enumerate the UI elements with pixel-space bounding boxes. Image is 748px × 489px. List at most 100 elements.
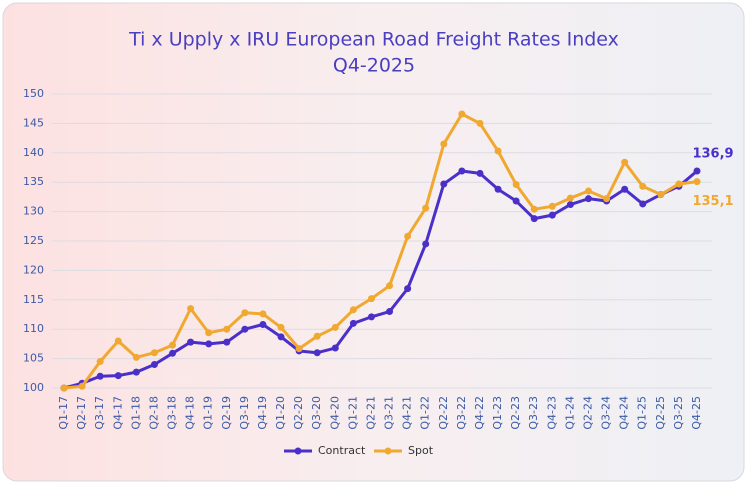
value-label: 135,1 <box>692 194 733 209</box>
data-point <box>331 344 339 352</box>
data-point <box>440 180 448 188</box>
x-tick-label: Q4-18 <box>184 396 197 430</box>
legend-marker <box>384 447 392 455</box>
x-tick-label: Q4-19 <box>256 396 269 430</box>
data-point <box>675 180 683 188</box>
chart-subtitle: Q4-2025 <box>333 55 415 77</box>
y-tick-label: 135 <box>23 175 44 188</box>
data-point <box>78 382 86 390</box>
x-tick-label: Q1-23 <box>491 396 504 430</box>
data-point <box>241 309 249 317</box>
data-point <box>693 167 701 175</box>
data-point <box>313 349 321 357</box>
x-tick-label: Q1-20 <box>274 396 287 430</box>
x-tick-label: Q1-24 <box>563 396 576 430</box>
x-tick-label: Q1-22 <box>419 396 432 430</box>
data-point <box>584 187 592 195</box>
data-point <box>259 320 267 328</box>
chart-title: Ti x Upply x IRU European Road Freight R… <box>128 29 619 51</box>
data-point <box>512 197 520 205</box>
y-tick-label: 105 <box>23 352 44 365</box>
data-point <box>404 285 412 293</box>
x-tick-label: Q2-23 <box>509 396 522 430</box>
data-point <box>349 319 357 327</box>
data-point <box>223 325 231 333</box>
data-point <box>657 191 665 199</box>
x-tick-label: Q3-17 <box>93 396 106 430</box>
data-point <box>150 349 158 357</box>
data-point <box>693 178 701 186</box>
x-tick-label: Q2-19 <box>220 396 233 430</box>
data-point <box>349 306 357 314</box>
x-tick-label: Q3-22 <box>455 396 468 430</box>
legend-marker <box>294 447 302 455</box>
y-tick-label: 100 <box>23 381 44 394</box>
data-point <box>494 185 502 193</box>
data-point <box>132 368 140 376</box>
data-point <box>277 323 285 331</box>
data-point <box>114 337 122 345</box>
x-tick-label: Q1-17 <box>57 396 70 430</box>
data-point <box>187 305 195 313</box>
data-point <box>458 110 466 118</box>
data-point <box>367 313 375 321</box>
data-point <box>205 329 213 337</box>
data-point <box>458 167 466 175</box>
data-point <box>494 147 502 155</box>
data-point <box>476 119 484 127</box>
x-tick-label: Q2-25 <box>654 396 667 430</box>
data-point <box>114 372 122 380</box>
legend-label: Contract <box>318 444 366 457</box>
legend-label: Spot <box>408 444 434 457</box>
y-tick-label: 115 <box>23 293 44 306</box>
x-tick-label: Q4-23 <box>545 396 558 430</box>
data-point <box>548 202 556 210</box>
x-tick-label: Q4-24 <box>618 396 631 430</box>
x-tick-label: Q2-24 <box>581 396 594 430</box>
data-point <box>422 240 430 248</box>
y-tick-label: 110 <box>23 322 44 335</box>
y-tick-label: 140 <box>23 146 44 159</box>
data-point <box>404 232 412 240</box>
data-point <box>277 333 285 341</box>
data-point <box>530 205 538 213</box>
data-point <box>603 195 611 203</box>
data-point <box>512 181 520 189</box>
x-tick-label: Q3-21 <box>383 396 396 430</box>
y-tick-label: 130 <box>23 205 44 218</box>
data-point <box>169 349 177 357</box>
x-tick-label: Q4-25 <box>690 396 703 430</box>
x-tick-label: Q2-20 <box>292 396 305 430</box>
y-tick-label: 125 <box>23 234 44 247</box>
data-point <box>205 340 213 348</box>
data-point <box>621 158 629 166</box>
data-point <box>150 360 158 368</box>
y-tick-label: 145 <box>23 116 44 129</box>
card <box>2 2 745 482</box>
data-point <box>440 140 448 148</box>
data-point <box>169 341 177 349</box>
data-point <box>566 194 574 202</box>
x-tick-label: Q3-20 <box>310 396 323 430</box>
data-point <box>476 169 484 177</box>
x-tick-label: Q2-18 <box>147 396 160 430</box>
value-label: 136,9 <box>692 147 733 162</box>
data-point <box>223 338 231 346</box>
data-point <box>639 182 647 190</box>
data-point <box>313 332 321 340</box>
x-tick-label: Q3-25 <box>672 396 685 430</box>
data-point <box>259 310 267 318</box>
data-point <box>621 185 629 193</box>
data-point <box>639 200 647 208</box>
x-tick-label: Q3-24 <box>600 396 613 430</box>
y-tick-label: 120 <box>23 263 44 276</box>
x-tick-label: Q4-22 <box>473 396 486 430</box>
data-point <box>566 201 574 209</box>
data-point <box>422 204 430 212</box>
x-tick-label: Q1-21 <box>346 396 359 430</box>
x-tick-label: Q4-20 <box>328 396 341 430</box>
data-point <box>187 338 195 346</box>
data-point <box>548 211 556 219</box>
